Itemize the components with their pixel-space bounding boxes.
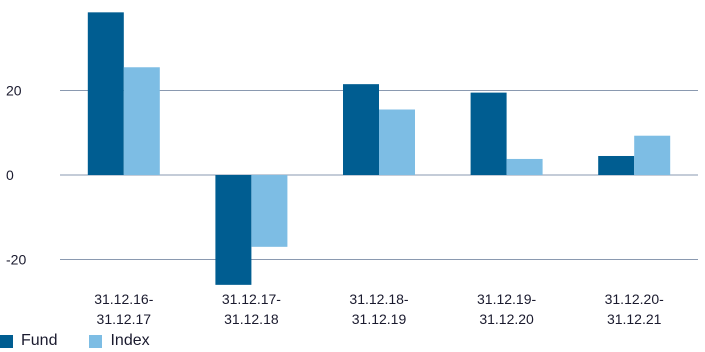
- x-category-label: 31.12.17- 31.12.18: [222, 291, 281, 327]
- bar-index-0: [123, 67, 160, 175]
- x-category-label-line: 31.12.18: [224, 311, 279, 327]
- y-tick-label: 20: [6, 83, 22, 99]
- x-category-label-line: 31.12.17: [97, 311, 152, 327]
- bar-index-2: [379, 109, 415, 175]
- legend-item-fund: Fund: [0, 332, 57, 350]
- x-category-label-line: 31.12.19-: [477, 291, 536, 307]
- bar-index-4: [634, 135, 671, 175]
- x-category-label-line: 31.12.18-: [349, 291, 408, 307]
- x-axis-categories: 31.12.16-31.12.1731.12.17-31.12.1831.12.…: [94, 291, 664, 327]
- y-tick-label: 0: [6, 167, 14, 183]
- legend-label-fund: Fund: [21, 332, 58, 349]
- legend: Fund Index: [0, 332, 182, 350]
- x-category-label-line: 31.12.20: [479, 311, 534, 327]
- x-category-label: 31.12.18- 31.12.19: [349, 291, 408, 327]
- x-category-label-line: 31.12.20-: [605, 291, 664, 307]
- bar-fund-4: [598, 155, 635, 175]
- bar-chart: 200-20 31.12.16-31.12.1731.12.17-31.12.1…: [6, 12, 698, 327]
- legend-swatch-fund: [0, 334, 13, 348]
- y-axis-ticks: 20 0 -20: [6, 83, 26, 268]
- bar-fund-3: [470, 92, 507, 175]
- legend-item-index: Index: [89, 332, 150, 350]
- x-category-label-line: 31.12.17-: [222, 291, 281, 307]
- x-category-label-line: 31.12.21: [607, 311, 662, 327]
- bar-fund-0: [87, 12, 124, 176]
- bar-fund-1: [215, 175, 252, 285]
- bars: [87, 12, 671, 285]
- x-category-label-line: 31.12.16-: [94, 291, 153, 307]
- y-tick-label: -20: [6, 252, 26, 268]
- legend-swatch-index: [89, 334, 103, 348]
- legend-label-index: Index: [110, 332, 150, 349]
- x-category-label: 31.12.16- 31.12.17: [94, 291, 153, 327]
- bar-index-3: [506, 158, 543, 175]
- x-category-label: 31.12.19- 31.12.20: [477, 291, 536, 327]
- bar-fund-2: [343, 84, 379, 175]
- bar-index-1: [251, 175, 288, 247]
- x-category-label-line: 31.12.19: [352, 311, 407, 327]
- x-category-label: 31.12.20- 31.12.21: [605, 291, 664, 327]
